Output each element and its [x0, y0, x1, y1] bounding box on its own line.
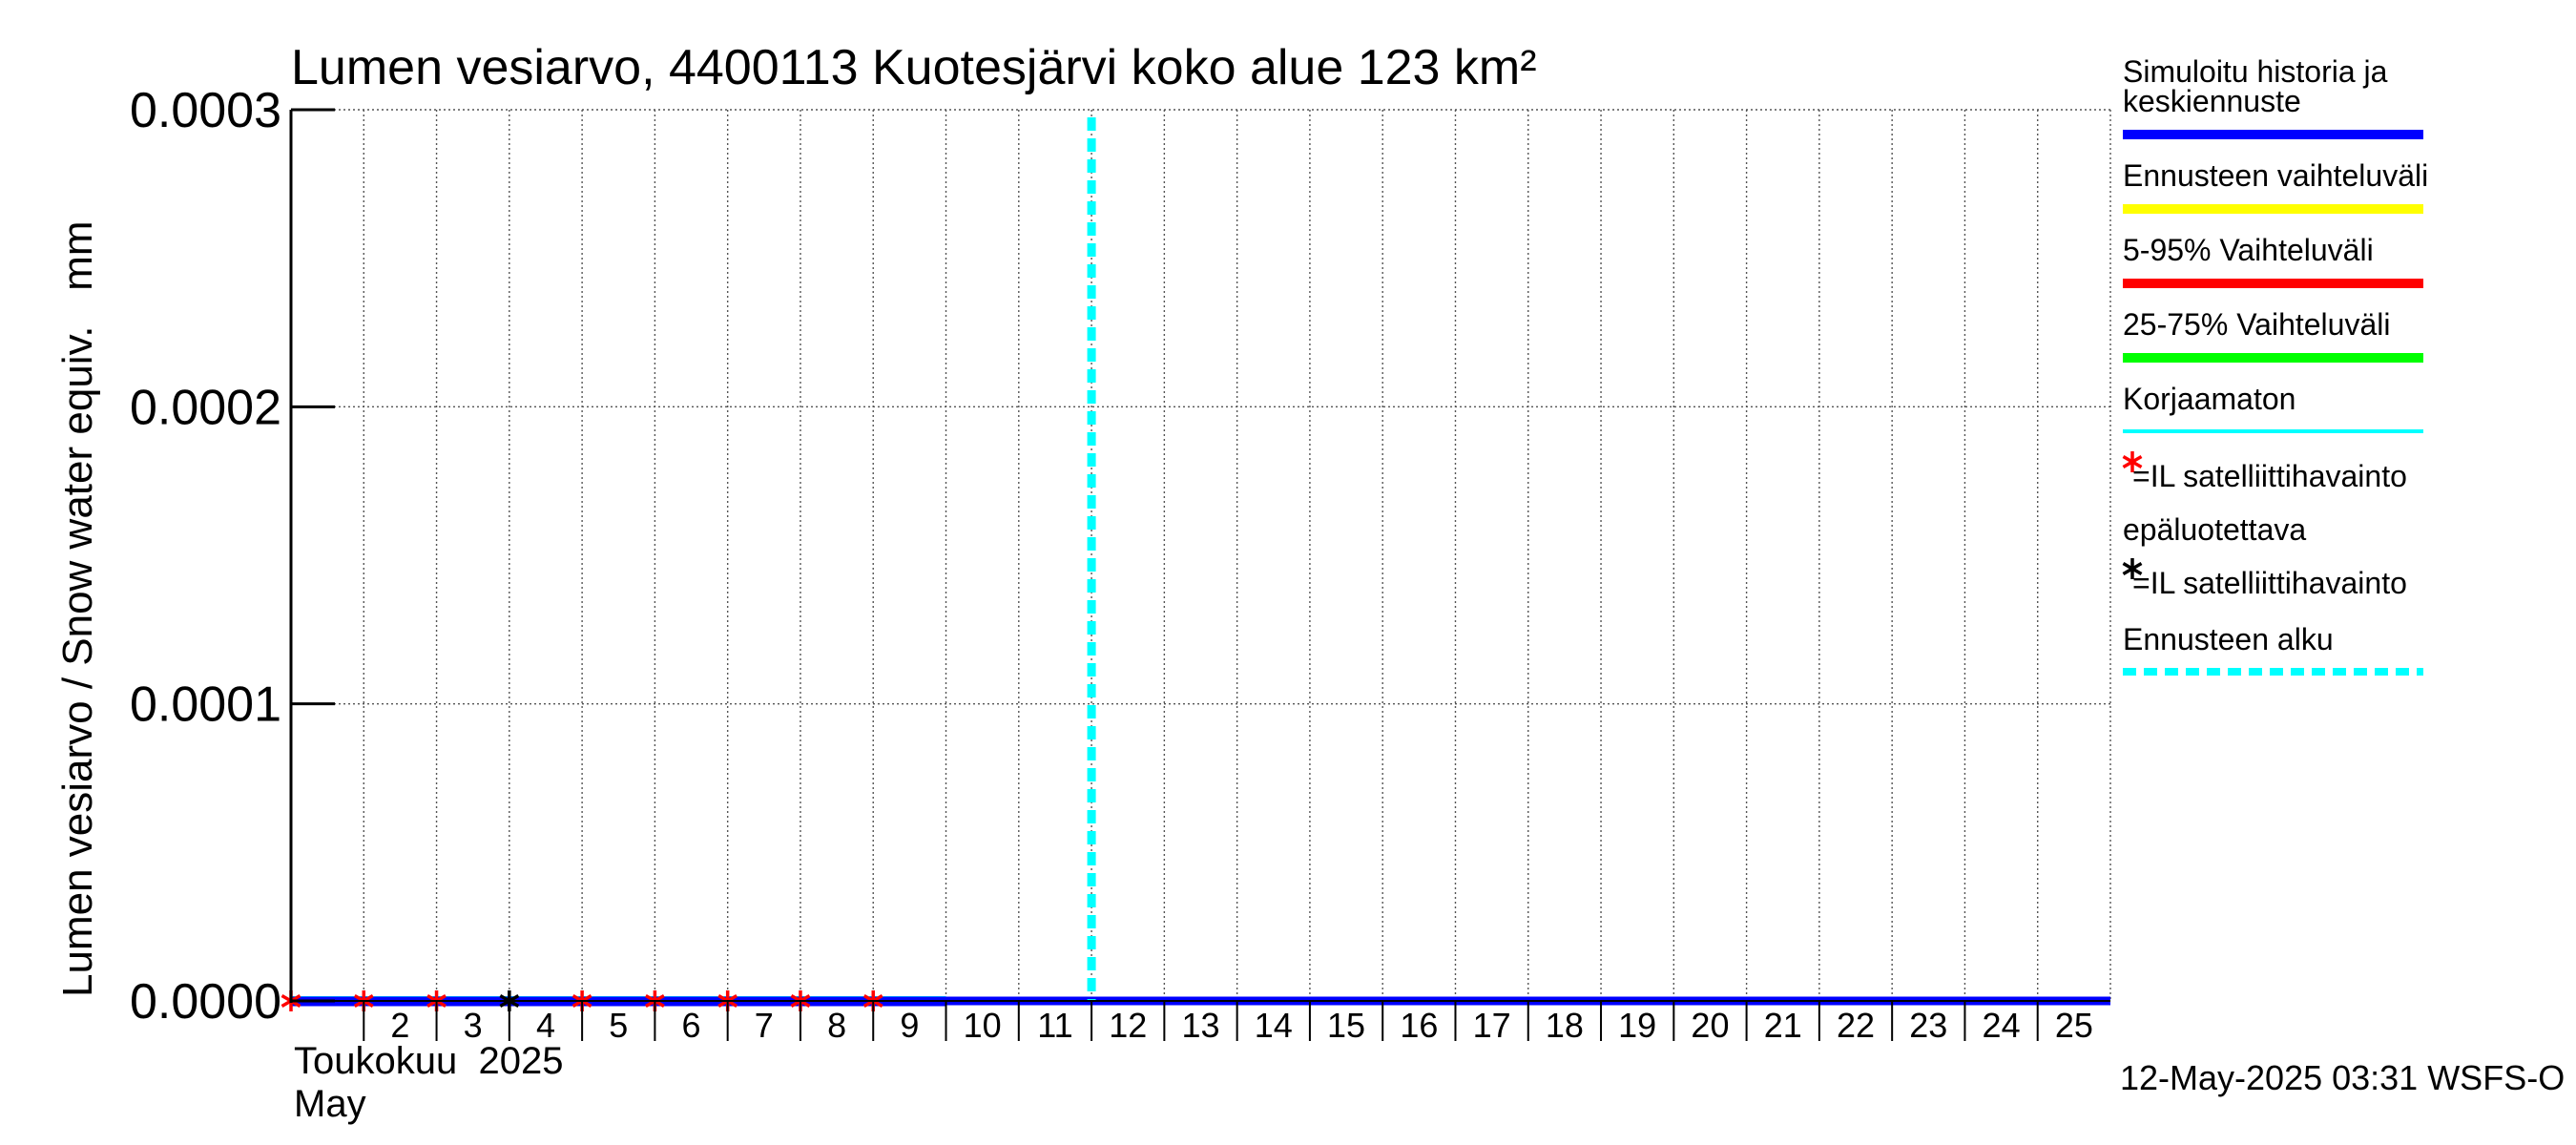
x-tick-label: 16 — [1400, 1006, 1438, 1045]
legend-star-icon — [2122, 451, 2143, 472]
x-axis-month-label: Toukokuu 2025 — [294, 1040, 563, 1082]
x-tick-label: 12 — [1109, 1006, 1147, 1045]
legend-label: =IL satelliittihavainto — [2132, 459, 2407, 493]
grid-lines — [291, 109, 2111, 1001]
legend-label: 5-95% Vaihteluväli — [2123, 233, 2374, 267]
legend-label: Simuloitu historia ja — [2123, 54, 2388, 89]
x-tick-label: 13 — [1181, 1006, 1219, 1045]
footer-timestamp: 12-May-2025 03:31 WSFS-O — [2120, 1058, 2565, 1097]
x-tick-label: 20 — [1691, 1006, 1729, 1045]
x-tick-label: 2 — [390, 1006, 409, 1045]
x-tick-label: 22 — [1837, 1006, 1875, 1045]
y-axis-label: Lumen vesiarvo / Snow water equiv. mm — [54, 220, 101, 997]
legend-star-icon — [2122, 558, 2143, 579]
y-tick-label: 0.0001 — [130, 677, 281, 733]
x-tick-label: 6 — [682, 1006, 701, 1045]
x-tick-label: 24 — [1983, 1006, 2021, 1045]
x-tick-label: 4 — [536, 1006, 555, 1045]
x-tick-label: 19 — [1618, 1006, 1656, 1045]
legend-label: 25-75% Vaihteluväli — [2123, 307, 2390, 342]
y-tick-label: 0.0003 — [130, 83, 281, 138]
legend-label: keskiennuste — [2123, 84, 2301, 118]
x-tick-label: 11 — [1037, 1006, 1072, 1045]
legend-label: Korjaamaton — [2123, 382, 2296, 416]
plot-area — [280, 117, 2110, 1011]
x-tick-label: 17 — [1473, 1006, 1511, 1045]
x-tick-label: 18 — [1546, 1006, 1584, 1045]
x-tick-label: 15 — [1327, 1006, 1365, 1045]
x-tick-label: 5 — [609, 1006, 628, 1045]
x-tick-label: 9 — [900, 1006, 919, 1045]
x-tick-label: 10 — [964, 1006, 1002, 1045]
y-tick-label: 0.0002 — [130, 380, 281, 435]
x-tick-label: 3 — [464, 1006, 483, 1045]
legend-label: epäluotettava — [2123, 512, 2306, 547]
x-tick-label: 7 — [755, 1006, 774, 1045]
x-tick-label: 23 — [1909, 1006, 1947, 1045]
x-axis-month-label-en: May — [294, 1083, 366, 1125]
x-tick-label: 14 — [1255, 1006, 1293, 1045]
y-tick-label: 0.0000 — [130, 974, 281, 1030]
x-tick-label: 8 — [827, 1006, 846, 1045]
x-tick-label: 25 — [2055, 1006, 2093, 1045]
legend-label: Ennusteen vaihteluväli — [2123, 158, 2428, 193]
legend-label: =IL satelliittihavainto — [2132, 566, 2407, 600]
x-tick-label: 21 — [1764, 1006, 1802, 1045]
legend-label: Ennusteen alku — [2123, 622, 2334, 656]
chart-title: Lumen vesiarvo, 4400113 Kuotesjärvi koko… — [291, 40, 1537, 95]
